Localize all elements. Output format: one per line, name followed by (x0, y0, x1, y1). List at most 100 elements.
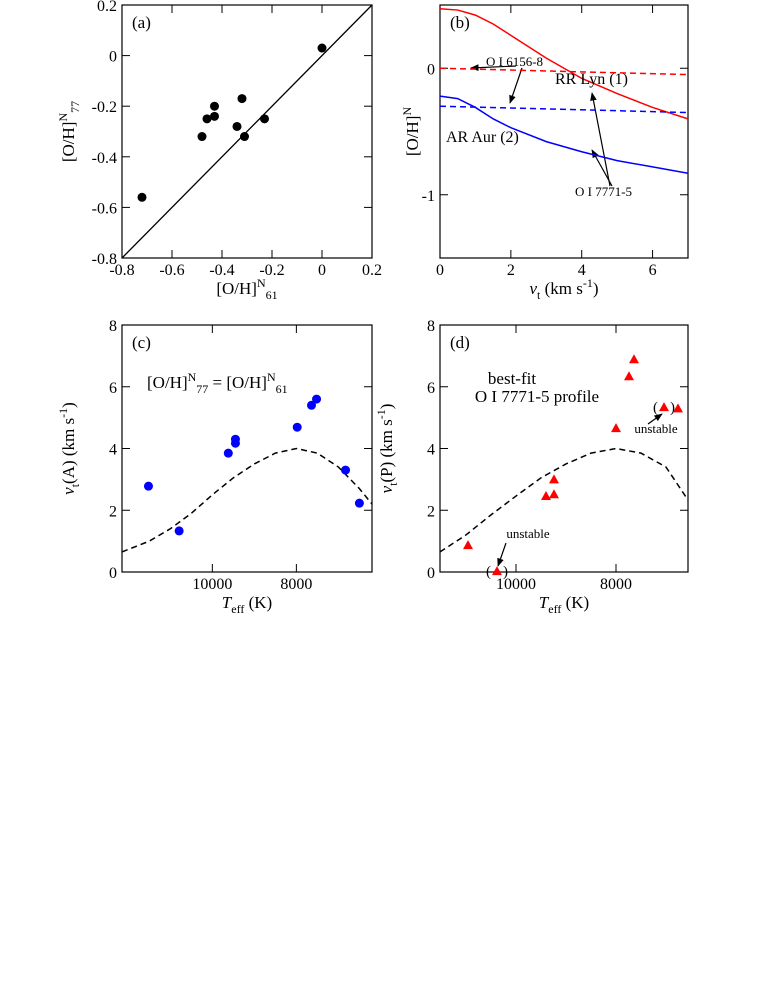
bracket: ) (503, 564, 508, 580)
y-tick-label: 2 (427, 503, 435, 520)
x-axis-label: vt (km s-1) (529, 276, 598, 302)
x-tick-label: 10000 (192, 576, 232, 593)
y-tick-label: 8 (109, 318, 117, 335)
text-part: -1 (374, 409, 388, 419)
text-part: eff (548, 602, 561, 616)
arrows (470, 64, 663, 567)
plot-frame (439, 4, 689, 259)
y-tick-label: 0 (427, 61, 435, 78)
text-part: O I 7771-5 profile (475, 387, 599, 406)
text-part: v (377, 485, 396, 493)
point (673, 403, 683, 413)
y-axis-label: vt(P) (km s-1) (374, 404, 400, 494)
y-tick-label: 6 (427, 380, 435, 397)
text-part: 77 (196, 382, 208, 396)
point (202, 114, 212, 124)
point (223, 448, 233, 458)
text-part: (P) (km s (377, 419, 396, 482)
text-part: O I 7771-5 (575, 184, 632, 199)
annotation: unstable (506, 526, 550, 541)
point (143, 481, 153, 491)
point (210, 111, 219, 121)
text-part: -1 (56, 408, 70, 418)
point (306, 400, 316, 410)
y-tick-label: -0.4 (92, 150, 117, 167)
text-part: v (59, 487, 78, 495)
annotation: RR Lyn (1) (555, 71, 628, 88)
point (174, 526, 184, 536)
x-tick-label: 8000 (600, 576, 632, 593)
panel-label: (d) (450, 333, 470, 352)
y-tick-label: 8 (427, 318, 435, 335)
text-part: unstable (634, 421, 678, 436)
text-part: -1 (583, 276, 593, 290)
point (541, 491, 551, 501)
arrow (590, 92, 611, 187)
x-tick-label: -0.6 (159, 262, 184, 279)
x-tick-label: 6 (649, 262, 657, 279)
text-part: (K) (561, 593, 589, 612)
data-line (439, 8, 689, 120)
arrow (497, 542, 507, 567)
point (659, 402, 669, 412)
point (317, 43, 327, 53)
text-part: N (267, 370, 276, 384)
text-part: unstable (506, 526, 550, 541)
x-tick-label: 2 (507, 262, 515, 279)
data-line (439, 95, 689, 174)
text-part: (A) (km s (59, 418, 78, 484)
y-axis-label: vt(A) (km s-1) (56, 402, 82, 495)
point (230, 434, 240, 444)
text-part: ) (377, 404, 396, 410)
annotation: O I 7771-5 profile (475, 387, 599, 406)
x-tick-label: 8000 (280, 576, 312, 593)
identity-line (121, 4, 373, 259)
y-tick-label: 2 (109, 503, 117, 520)
point (354, 498, 364, 508)
point (312, 394, 322, 404)
text-part: N (257, 276, 266, 290)
y-tick-label: -0.8 (92, 251, 117, 268)
text-part: v (529, 279, 537, 298)
x-tick-label: 4 (578, 262, 586, 279)
text-part: RR Lyn (1) (555, 71, 628, 88)
x-tick-label: 0 (436, 262, 444, 279)
text-part: 61 (276, 382, 288, 396)
point (240, 132, 249, 142)
y-tick-label: -0.6 (92, 200, 117, 217)
text-part: T (539, 593, 550, 612)
plot-frame (439, 324, 689, 573)
y-axis-label: [O/H]N (400, 107, 422, 157)
annotation: unstable (634, 421, 678, 436)
bracket: ( (486, 564, 491, 580)
plot-frame (121, 4, 373, 259)
y-tick-label: -0.2 (92, 99, 117, 116)
annotation: AR Aur (2) (446, 129, 519, 146)
y-tick-label: 4 (427, 442, 435, 459)
text-part: [O/H] (403, 116, 422, 157)
y-tick-label: 0 (427, 565, 435, 582)
y-tick-label: 6 (109, 380, 117, 397)
text-part: t (537, 288, 541, 302)
y-tick-label: 0.2 (97, 0, 117, 15)
text-part: 61 (266, 288, 278, 302)
point (197, 132, 207, 142)
point (624, 371, 634, 381)
text-part: = [O/H] (208, 373, 267, 392)
text-part: O I 6156-8 (486, 54, 543, 69)
text-part: (K) (244, 593, 272, 612)
x-tick-label: 0 (318, 262, 326, 279)
y-tick-label: 0 (109, 565, 117, 582)
x-tick-label: -0.4 (209, 262, 234, 279)
point (463, 540, 473, 550)
data-line (121, 447, 373, 553)
point (137, 192, 147, 202)
bracket: ( (653, 400, 658, 416)
text-part: eff (231, 602, 244, 616)
text-part: 77 (68, 101, 82, 113)
text-part: [O/H] (59, 122, 78, 163)
text-part: [O/H] (216, 279, 257, 298)
panel-label: (b) (450, 13, 470, 32)
